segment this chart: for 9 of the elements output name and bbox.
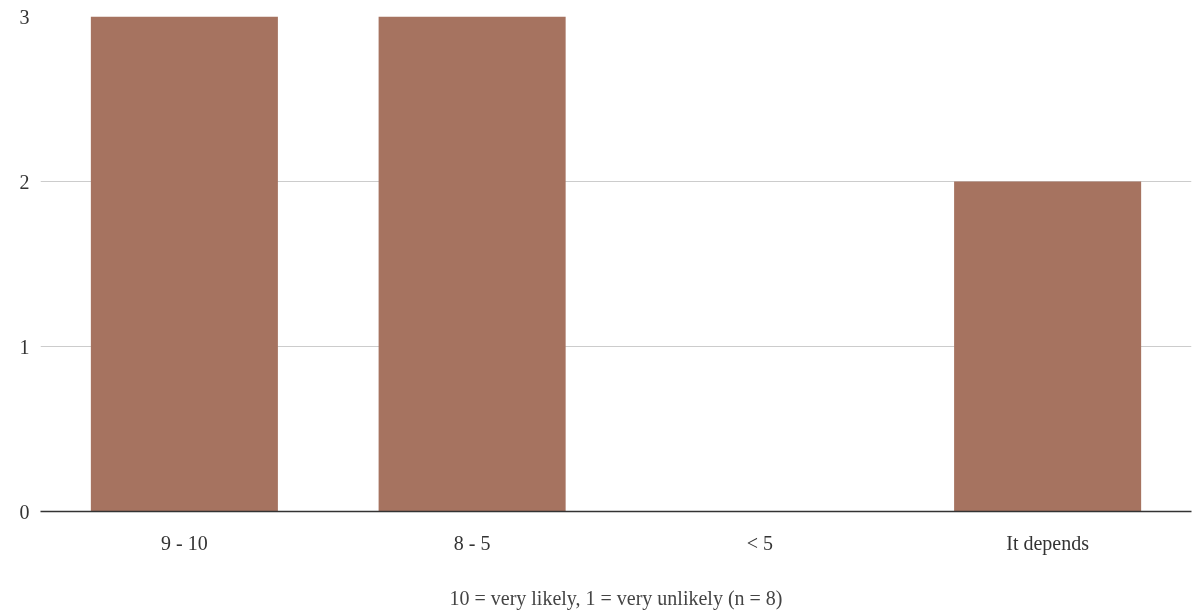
y-tick-label: 3 [19, 5, 30, 28]
x-tick-label: < 5 [746, 531, 774, 554]
x-tick-label: 8 - 5 [453, 531, 491, 554]
x-axis-title: 10 = very likely, 1 = very unlikely (n = 8) [449, 586, 783, 610]
x-tick-label: It depends [1006, 531, 1090, 555]
y-tick-label: 2 [19, 170, 30, 193]
x-tick-label: 9 - 10 [161, 531, 208, 554]
y-tick-label: 0 [19, 500, 30, 523]
y-tick-label: 1 [19, 335, 30, 358]
